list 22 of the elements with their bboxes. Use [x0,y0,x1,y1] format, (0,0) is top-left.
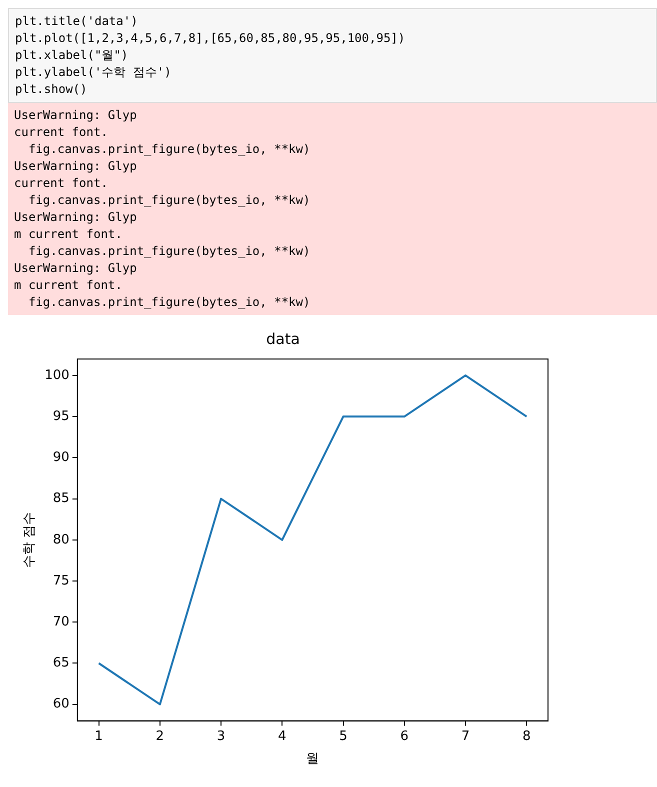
y-tick-label: 100 [44,368,70,383]
text: plt.title('data') plt.plot([1,2,3,4,5,6,7,8],[65,60,85,80,95,95,100,95]) plt.xlabel("월") plt.ylabel('수학 점수') plt.show() [8,8,657,103]
x-tick-label: 3 [216,728,226,744]
y-tick-label: 95 [52,408,70,424]
x-tick-label: 6 [400,728,409,744]
x-tick-label: 7 [461,728,470,744]
y-tick-label: 65 [52,656,70,671]
x-tick-label: 5 [339,728,348,744]
x-tick-label: 4 [278,728,286,744]
y-tick-label: 80 [52,532,70,548]
y-tick-label: 90 [52,450,70,466]
chart-title: data [266,330,300,348]
x-tick-label: 8 [522,728,531,744]
y-tick-label: 75 [52,573,70,588]
x-tick-label: 1 [94,728,103,744]
x-axis-title: 월 [306,752,320,767]
x-tick-label: 2 [156,728,164,744]
y-tick-label: 70 [52,614,70,630]
text: UserWarning: Glyp current font. fig.canvas.print_figure(bytes_io, **kw) UserWarning: Glyp current font. fig.canvas.print_figure(bytes_io, **kw) UserWarning: Glyp m current font. fig.canvas.print_figure(bytes_io, **kw) UserWarning: Glyp m current font. fig.canvas.print_figure(bytes_io, **kw) [14,108,310,309]
y-tick-label: 85 [52,491,70,506]
y-axis-title: 수학 점수 [22,512,38,568]
y-tick-label: 60 [52,696,70,712]
